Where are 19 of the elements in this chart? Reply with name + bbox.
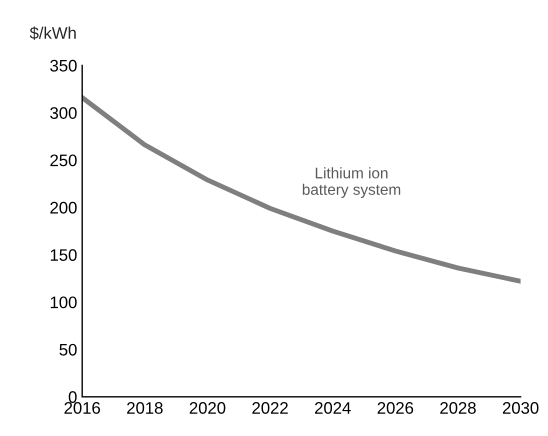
y-tick-label: 0 xyxy=(68,391,77,403)
x-tick-label: 2020 xyxy=(190,402,226,414)
y-tick-label: 150 xyxy=(50,249,77,261)
y-tick-label: 100 xyxy=(50,296,77,308)
x-tick-label: 2024 xyxy=(315,402,351,414)
y-axis-title: $/kWh xyxy=(30,26,76,40)
x-tick-label: 2018 xyxy=(127,402,163,414)
y-tick-label: 300 xyxy=(50,107,77,119)
x-tick-label: 2022 xyxy=(252,402,288,414)
line-series xyxy=(82,95,521,284)
x-tick-label: 2030 xyxy=(502,402,538,414)
y-tick-label: 350 xyxy=(50,60,77,72)
y-tick-label: 250 xyxy=(50,154,77,166)
series-label: Lithium ion battery system xyxy=(302,167,400,198)
x-tick-label: 2028 xyxy=(440,402,476,414)
x-tick-label: 2016 xyxy=(64,402,100,414)
y-tick-label: 50 xyxy=(59,344,77,356)
x-tick-label: 2026 xyxy=(378,402,414,414)
y-tick-label: 200 xyxy=(50,202,77,214)
